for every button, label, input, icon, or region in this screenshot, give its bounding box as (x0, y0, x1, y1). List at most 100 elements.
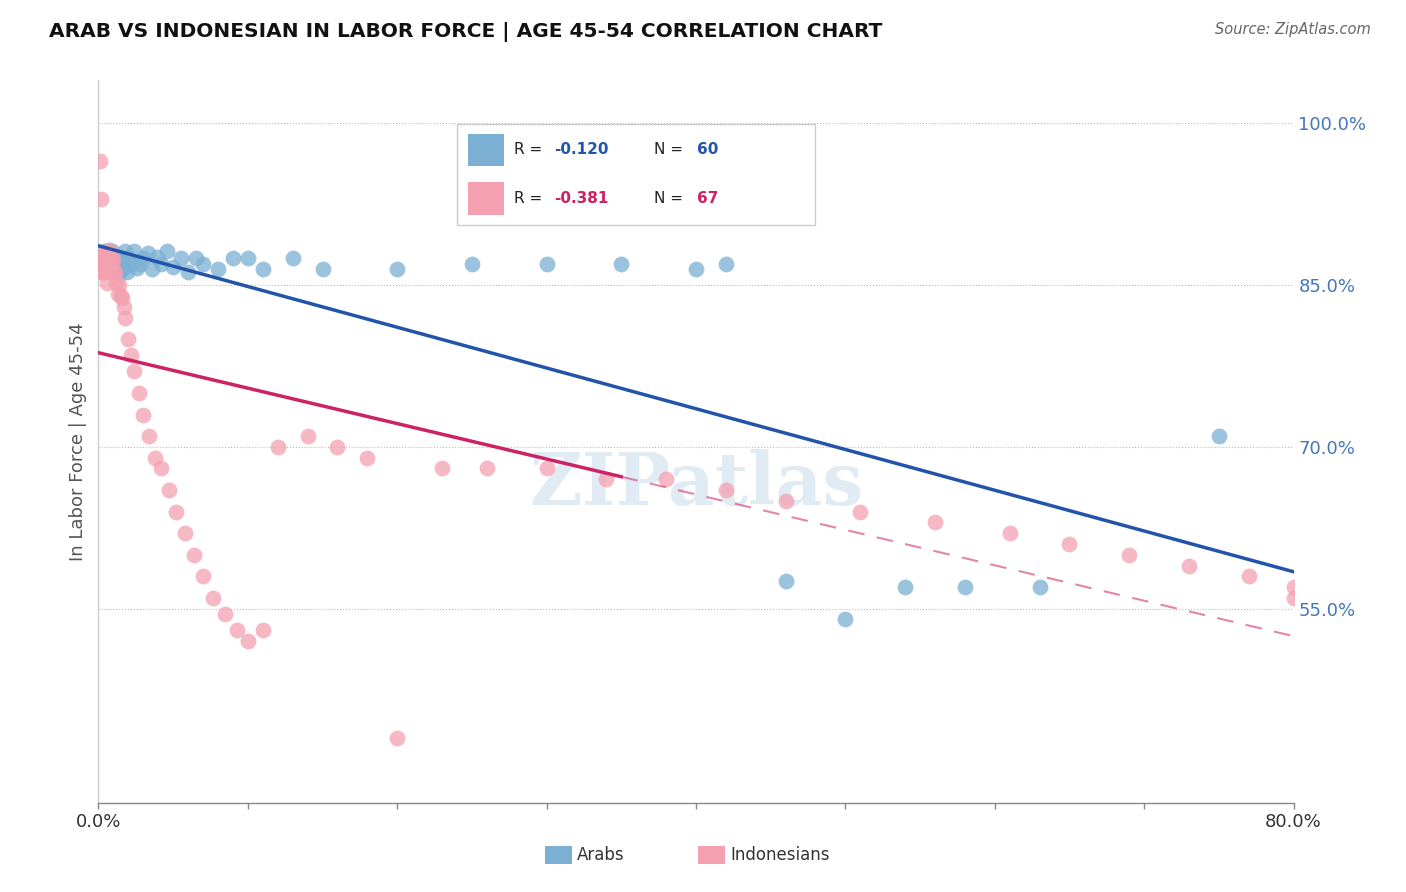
Point (461, 257, 484, 271)
Point (94, 260, 117, 275)
Point (91, 257, 114, 271)
Point (191, 257, 214, 271)
Point (90, 192, 112, 206)
Text: ARAB VS INDONESIAN IN LABOR FORCE | AGE 45-54 CORRELATION CHART: ARAB VS INDONESIAN IN LABOR FORCE | AGE … (49, 22, 883, 42)
Point (132, 408, 155, 422)
Point (169, 251, 191, 265)
Point (98, 250, 122, 264)
Point (136, 245, 159, 260)
Point (127, 260, 149, 275)
Point (110, 289, 132, 303)
Point (96, 262, 118, 277)
Point (714, 257, 737, 271)
Point (93, 265, 115, 279)
Point (115, 265, 138, 279)
Point (610, 257, 633, 271)
Point (267, 440, 290, 454)
Point (685, 262, 707, 277)
Point (145, 250, 167, 264)
Point (150, 461, 173, 475)
Point (97, 243, 120, 257)
Point (94, 251, 117, 265)
Point (96, 244, 118, 258)
Point (93, 245, 115, 260)
Point (89, 154, 111, 169)
Point (114, 244, 136, 258)
Point (103, 265, 125, 279)
Point (894, 580, 917, 594)
Point (103, 254, 125, 268)
Point (924, 516, 946, 530)
Point (93, 265, 115, 279)
Point (97, 250, 120, 264)
Point (475, 461, 498, 475)
Point (141, 262, 163, 277)
Point (953, 580, 976, 594)
Point (91, 251, 114, 265)
Point (101, 250, 124, 264)
Point (184, 251, 207, 265)
Point (94, 254, 117, 268)
Point (165, 505, 187, 519)
Point (834, 612, 856, 626)
Point (385, 262, 409, 277)
Point (94, 265, 117, 279)
Text: Arabs: Arabs (576, 846, 624, 863)
Point (96, 254, 118, 268)
Point (174, 526, 197, 541)
Point (120, 348, 142, 362)
Point (385, 731, 409, 745)
Point (89, 254, 111, 268)
Point (1208, 429, 1230, 443)
Point (714, 483, 737, 497)
Point (595, 472, 617, 486)
Bar (546, 847, 572, 864)
Point (311, 262, 333, 277)
Point (96, 276, 118, 290)
Text: Source: ZipAtlas.com: Source: ZipAtlas.com (1215, 22, 1371, 37)
Point (128, 386, 150, 401)
Point (536, 257, 558, 271)
Point (236, 634, 259, 648)
Point (114, 310, 136, 325)
Point (104, 254, 127, 268)
Point (101, 265, 124, 279)
Point (101, 257, 124, 271)
Point (91, 265, 114, 279)
Point (162, 260, 184, 274)
Point (138, 429, 160, 443)
Point (107, 250, 129, 264)
Point (222, 251, 245, 265)
Point (1282, 591, 1305, 605)
Text: ZIPatlas: ZIPatlas (529, 450, 863, 520)
Point (430, 461, 453, 475)
Point (124, 244, 146, 258)
Point (117, 332, 139, 346)
Point (124, 364, 146, 378)
Point (132, 251, 155, 265)
Point (111, 254, 134, 268)
Point (156, 244, 179, 258)
Point (117, 251, 139, 265)
Point (191, 569, 214, 583)
Point (111, 291, 134, 305)
Point (108, 278, 131, 293)
Point (1178, 558, 1201, 573)
Point (105, 276, 128, 290)
Point (177, 265, 200, 279)
Point (98, 265, 122, 279)
Point (112, 300, 135, 314)
Point (356, 450, 378, 465)
Point (108, 268, 131, 282)
Point (101, 244, 124, 258)
Point (207, 262, 229, 277)
Point (536, 461, 558, 475)
Point (326, 440, 349, 454)
Point (183, 548, 205, 562)
Point (120, 257, 142, 271)
Point (252, 262, 274, 277)
Point (252, 624, 274, 638)
Point (98, 251, 122, 265)
Text: Indonesians: Indonesians (731, 846, 830, 863)
Point (143, 450, 166, 465)
